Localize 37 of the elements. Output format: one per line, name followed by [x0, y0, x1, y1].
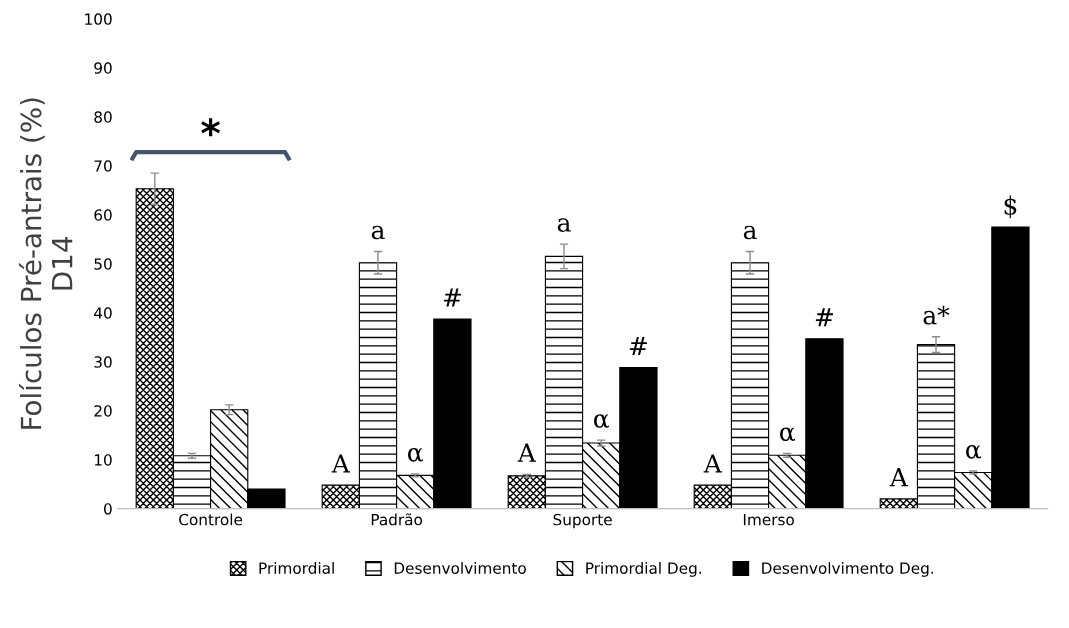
legend-label: Primordial	[259, 562, 334, 574]
data-label: a*	[923, 305, 950, 325]
data-label: a	[371, 225, 385, 240]
data-label: A	[517, 443, 537, 462]
data-label: A	[331, 454, 351, 473]
y-tick-label: 80	[94, 111, 112, 123]
y-tick-label: 60	[94, 209, 112, 221]
y-tick-label: 0	[104, 503, 112, 515]
y-tick-label: 90	[94, 62, 112, 74]
legend-label: Desenvolvimento Deg.	[762, 562, 934, 577]
data-label: α	[966, 445, 981, 459]
data-label: a	[743, 225, 757, 240]
x-tick-label: Imerso	[743, 514, 794, 526]
data-label: α	[408, 448, 423, 462]
x-tick-label: Suporte	[553, 513, 612, 529]
data-label: $	[1004, 195, 1017, 219]
legend-label: Desenvolvimento	[394, 562, 526, 574]
data-label: #	[629, 337, 647, 356]
data-label: A	[889, 468, 909, 487]
data-label: α	[780, 427, 795, 442]
data-label: #	[815, 308, 833, 327]
y-tick-label: 50	[94, 258, 112, 270]
y-tick-label: 20	[94, 405, 112, 417]
legend-label: Primordial Deg.	[586, 562, 701, 577]
x-tick-label: Controle	[179, 513, 243, 526]
y-tick-label: 10	[94, 454, 112, 466]
data-label: a	[557, 218, 571, 232]
data-label: A	[703, 454, 723, 473]
y-tick-label: 100	[85, 13, 112, 25]
y-tick-label: 40	[94, 307, 112, 319]
x-tick-label: Padrão	[371, 513, 423, 526]
annotation: *	[201, 118, 220, 137]
y-axis-title: Folículos Pré-antrais (%) D14	[18, 98, 73, 429]
y-tick-label: 30	[94, 356, 112, 368]
y-tick-label: 70	[94, 160, 112, 172]
data-label: #	[443, 288, 461, 307]
data-label: α	[594, 414, 609, 428]
